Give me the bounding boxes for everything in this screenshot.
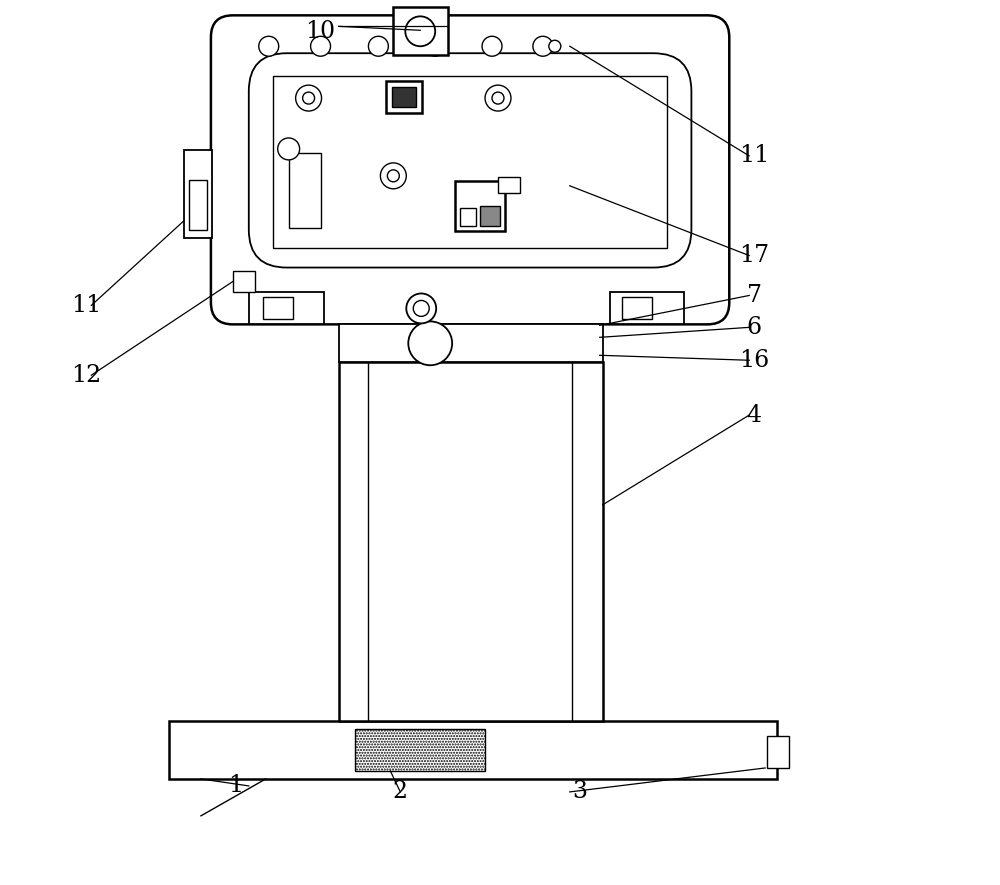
Text: 6: 6 — [747, 316, 762, 339]
Text: 4: 4 — [747, 404, 762, 427]
Circle shape — [296, 85, 322, 111]
Circle shape — [278, 138, 300, 160]
Bar — [169, 721, 777, 779]
Circle shape — [406, 294, 436, 323]
Circle shape — [425, 36, 445, 57]
Bar — [460, 208, 476, 226]
Bar — [392, 87, 416, 107]
Bar — [622, 297, 652, 319]
Bar — [767, 736, 789, 768]
Circle shape — [549, 40, 561, 52]
Bar — [289, 153, 321, 227]
Bar — [273, 76, 667, 248]
Text: 17: 17 — [739, 244, 769, 267]
Bar — [386, 81, 422, 113]
Circle shape — [533, 36, 553, 57]
Circle shape — [413, 300, 429, 317]
Circle shape — [303, 92, 315, 104]
Bar — [339, 362, 603, 721]
Bar — [480, 205, 500, 226]
Bar — [498, 177, 520, 193]
Text: 11: 11 — [739, 144, 769, 167]
Circle shape — [368, 36, 388, 57]
Circle shape — [482, 36, 502, 57]
Text: 16: 16 — [739, 349, 769, 372]
Text: 7: 7 — [747, 284, 762, 307]
Bar — [233, 271, 255, 292]
Text: 11: 11 — [71, 294, 101, 317]
Bar — [184, 150, 212, 238]
Text: 2: 2 — [393, 781, 408, 804]
Bar — [355, 729, 485, 771]
Circle shape — [408, 321, 452, 366]
Bar — [393, 7, 448, 55]
Circle shape — [387, 170, 399, 181]
Text: 10: 10 — [306, 19, 336, 42]
Circle shape — [259, 36, 279, 57]
Circle shape — [485, 85, 511, 111]
FancyBboxPatch shape — [249, 53, 691, 267]
Bar — [263, 297, 293, 319]
Bar — [249, 292, 324, 325]
Text: 3: 3 — [572, 781, 587, 804]
Text: 12: 12 — [71, 364, 101, 387]
Bar — [339, 325, 603, 362]
Circle shape — [492, 92, 504, 104]
Circle shape — [311, 36, 331, 57]
Text: 1: 1 — [228, 774, 243, 797]
Bar — [610, 292, 684, 325]
Circle shape — [405, 16, 435, 46]
Bar — [455, 181, 505, 231]
FancyBboxPatch shape — [211, 15, 729, 325]
Circle shape — [380, 163, 406, 189]
Bar — [189, 180, 207, 230]
